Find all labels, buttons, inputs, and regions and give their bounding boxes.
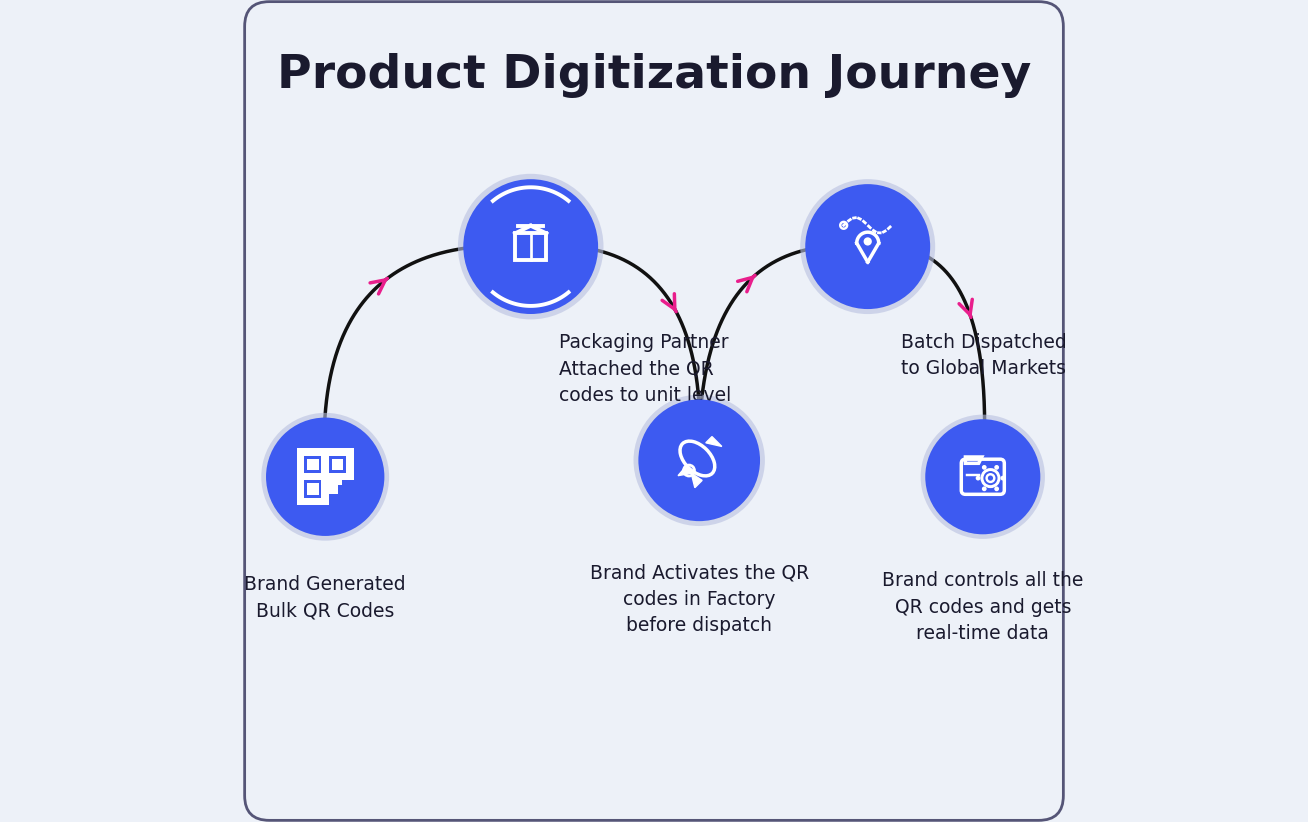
Circle shape xyxy=(982,487,986,492)
Circle shape xyxy=(463,179,598,314)
Bar xyxy=(305,481,322,498)
Bar xyxy=(334,476,343,485)
Circle shape xyxy=(994,465,999,469)
Polygon shape xyxy=(706,436,722,446)
Text: Batch Dispatched
to Global Markets: Batch Dispatched to Global Markets xyxy=(901,333,1066,378)
Text: Brand Activates the QR
codes in Factory
before dispatch: Brand Activates the QR codes in Factory … xyxy=(590,563,808,635)
Bar xyxy=(332,459,344,470)
Circle shape xyxy=(800,179,935,314)
Circle shape xyxy=(633,395,765,526)
Circle shape xyxy=(863,238,872,246)
Bar xyxy=(328,455,347,473)
Circle shape xyxy=(976,476,981,481)
Polygon shape xyxy=(691,473,702,487)
Bar xyxy=(324,476,334,485)
Circle shape xyxy=(982,465,986,469)
Bar xyxy=(305,455,322,473)
Circle shape xyxy=(1001,476,1006,481)
Bar xyxy=(307,459,319,470)
Circle shape xyxy=(925,419,1040,534)
Bar xyxy=(307,483,319,495)
Bar xyxy=(297,448,328,481)
Circle shape xyxy=(638,399,760,521)
Circle shape xyxy=(994,487,999,492)
Circle shape xyxy=(806,184,930,309)
Polygon shape xyxy=(678,466,693,476)
Text: Brand controls all the
QR codes and gets
real-time data: Brand controls all the QR codes and gets… xyxy=(882,571,1083,644)
Text: Product Digitization Journey: Product Digitization Journey xyxy=(277,53,1031,99)
Bar xyxy=(322,448,353,481)
Text: Packaging Partner
Attached the QR
codes to unit level: Packaging Partner Attached the QR codes … xyxy=(560,333,731,405)
Bar xyxy=(297,473,328,506)
Circle shape xyxy=(262,413,388,541)
Bar xyxy=(328,484,337,494)
FancyBboxPatch shape xyxy=(245,2,1063,820)
Circle shape xyxy=(266,418,385,536)
Circle shape xyxy=(921,414,1045,539)
Circle shape xyxy=(458,173,603,320)
Text: Brand Generated
Bulk QR Codes: Brand Generated Bulk QR Codes xyxy=(245,575,405,621)
